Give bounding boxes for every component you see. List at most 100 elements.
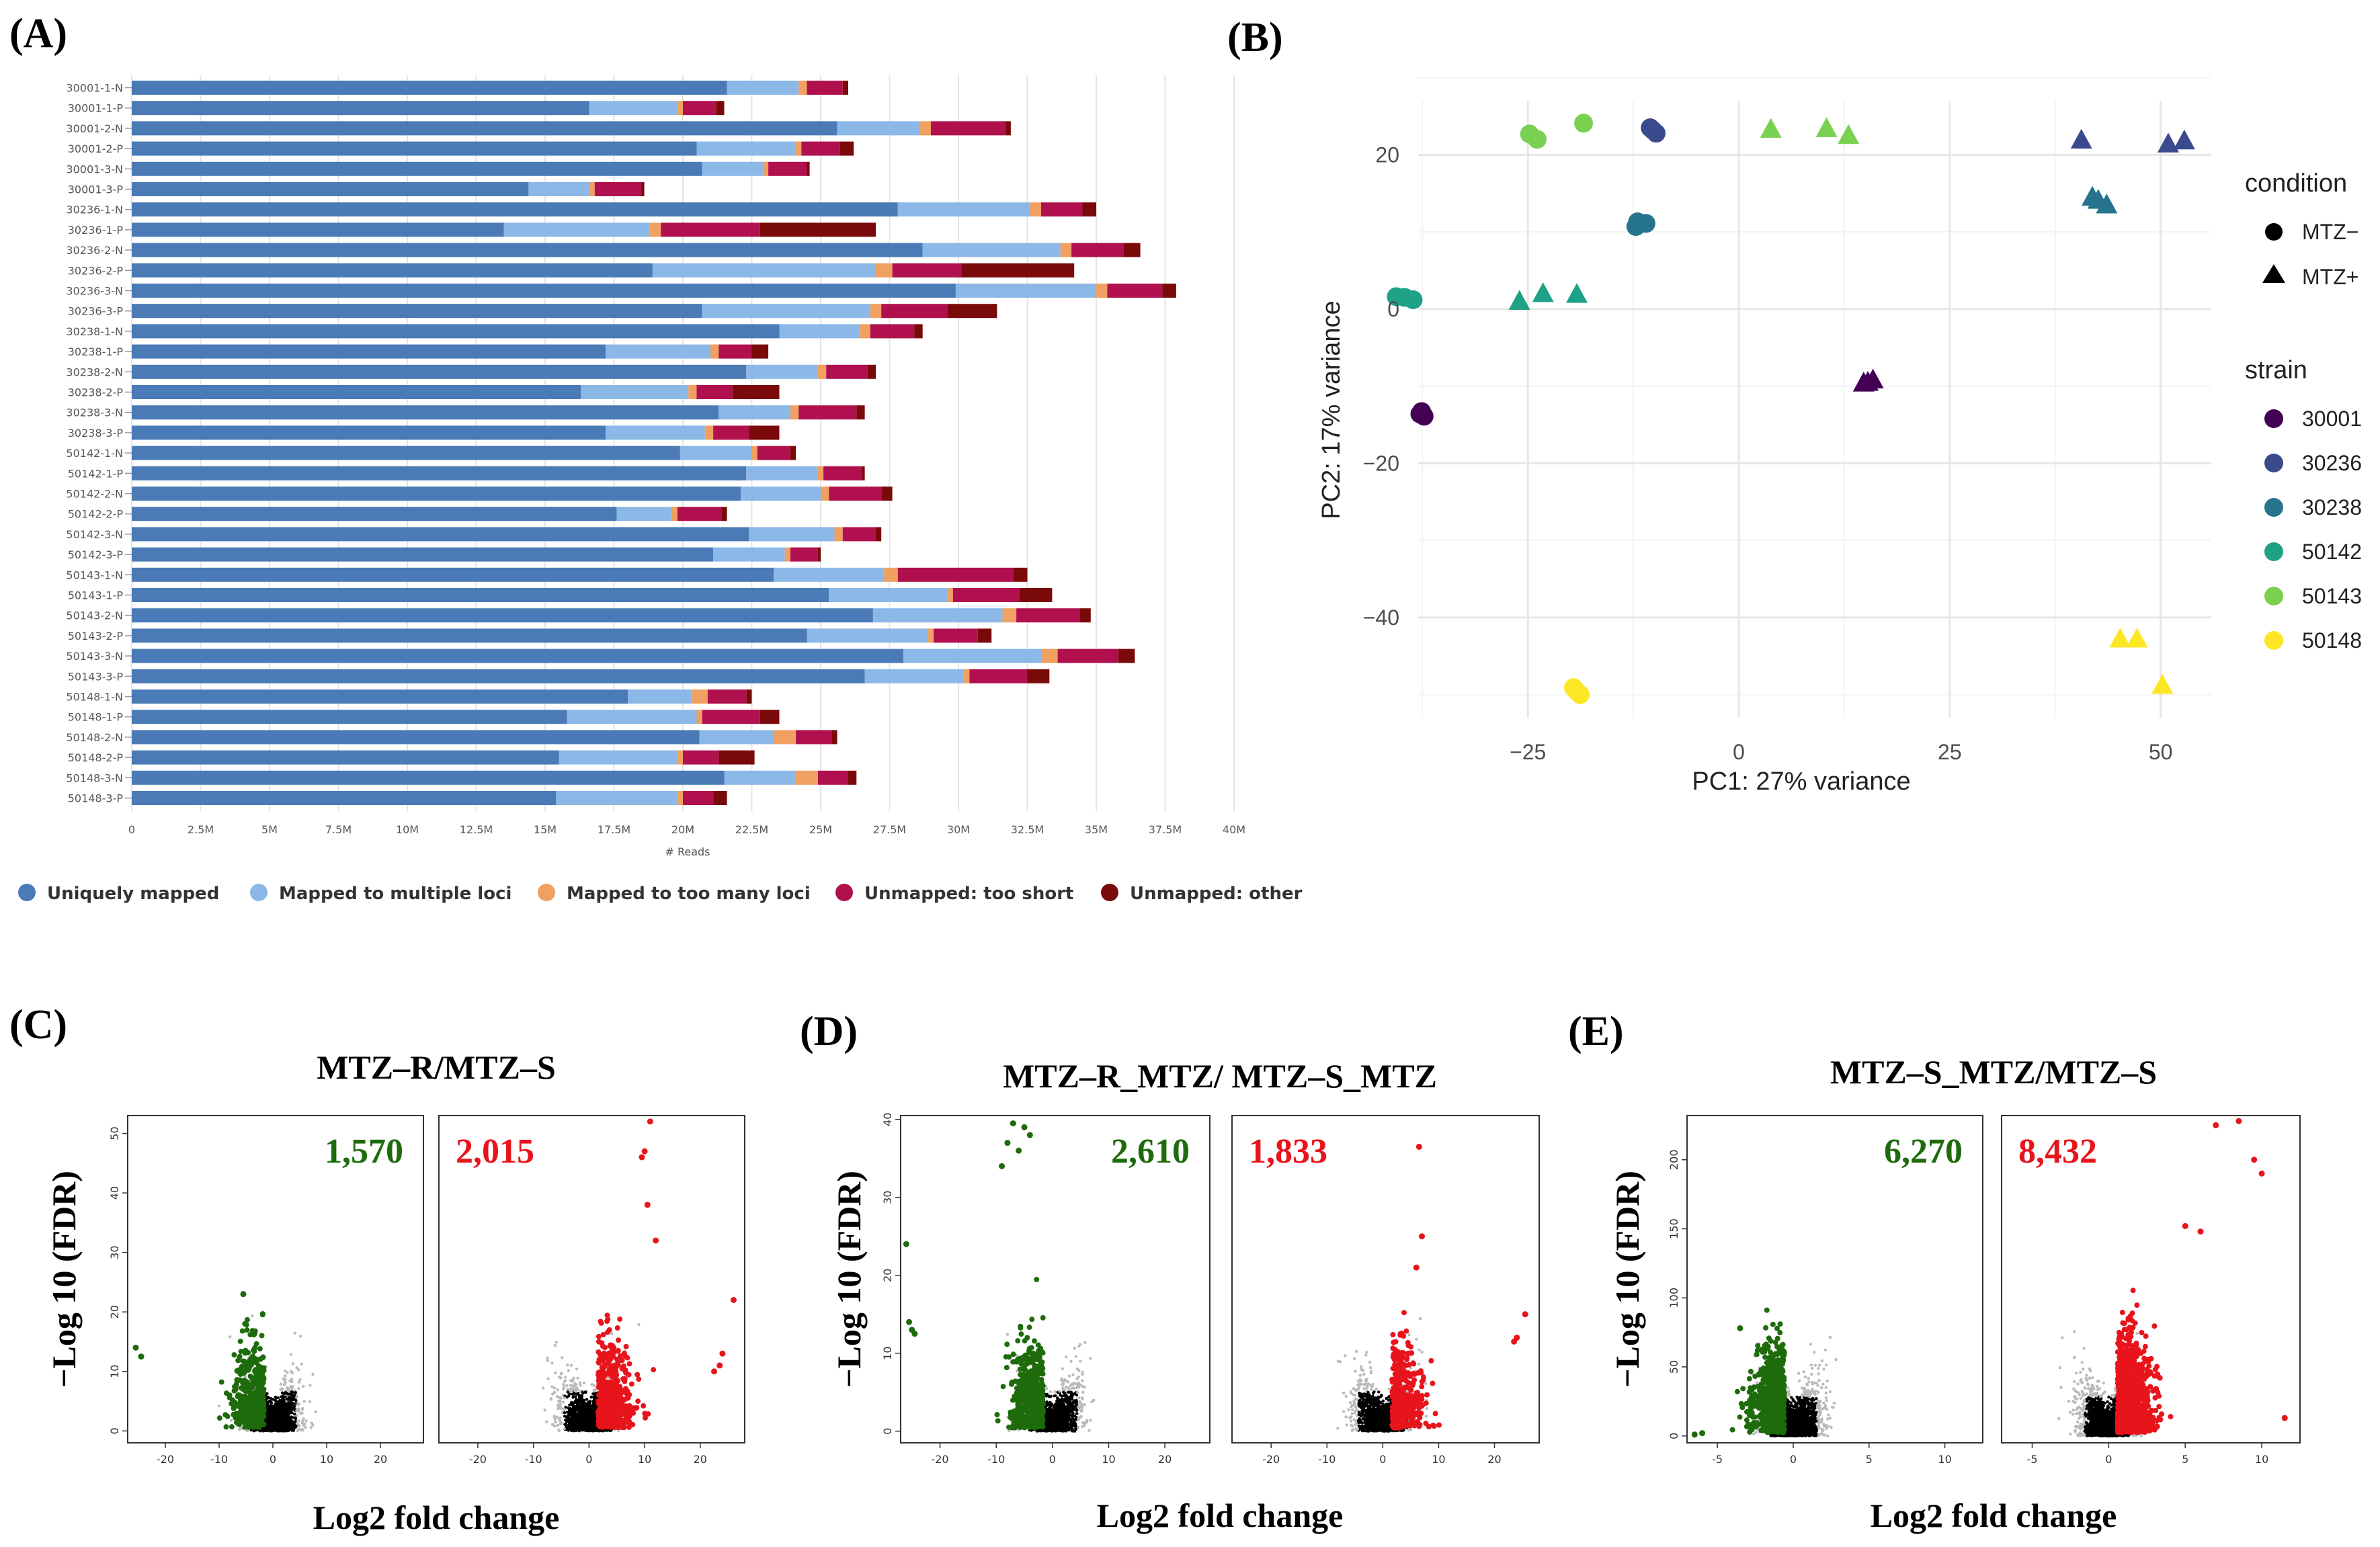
volcano-x-tick-label: 20 xyxy=(694,1453,707,1466)
volcano-point-ns xyxy=(570,1401,573,1405)
volcano-point-ns xyxy=(300,1362,303,1366)
pca-point-triangle xyxy=(1508,290,1530,310)
volcano-point-up xyxy=(612,1376,618,1382)
bar-segment-uniquely xyxy=(132,567,774,582)
volcano-point-ns xyxy=(274,1398,277,1403)
volcano-point-up xyxy=(598,1390,604,1396)
volcano-point-ns xyxy=(278,1415,281,1419)
volcano-point-down xyxy=(252,1345,258,1351)
volcano-point-ns xyxy=(559,1407,563,1411)
bar-segment-multiple xyxy=(719,405,790,420)
bar-segment-toomany xyxy=(834,527,843,542)
volcano-point-ns xyxy=(581,1401,585,1405)
category-label: 50142-2-N xyxy=(66,488,123,501)
bar-segment-multiple xyxy=(606,425,705,440)
volcano-point-ns xyxy=(282,1398,286,1401)
legend-item: MTZ+ xyxy=(2302,265,2358,289)
pca-x-tick-label: 50 xyxy=(2149,740,2173,764)
bar-segment-uniquely xyxy=(132,182,529,196)
volcano-point-up xyxy=(617,1316,623,1322)
category-label: 50143-2-N xyxy=(66,610,123,622)
volcano-point-ns xyxy=(251,1314,254,1318)
bar-segment-uniquely xyxy=(132,344,606,359)
volcano-point-ns xyxy=(310,1421,313,1425)
volcano-x-tick-label: 10 xyxy=(320,1453,333,1466)
bar-segment-uniquely xyxy=(132,243,923,257)
volcano-point-ns xyxy=(591,1392,595,1396)
bar-segment-tooshort xyxy=(897,567,1014,582)
volcano-point-up xyxy=(604,1423,610,1429)
volcano-point-ns xyxy=(577,1413,581,1416)
bar-segment-multiple xyxy=(727,81,799,95)
volcano-point-ns xyxy=(282,1417,286,1421)
volcano-point-up xyxy=(604,1411,610,1417)
bar-segment-tooshort xyxy=(798,405,857,420)
bar-segment-uniquely xyxy=(132,507,617,521)
bar-segment-tooshort xyxy=(683,750,719,765)
bar-segment-toomany xyxy=(696,710,702,724)
bar-segment-uniquely xyxy=(132,649,903,663)
volcano-point-up xyxy=(623,1343,629,1349)
volcano-point-up xyxy=(609,1347,615,1353)
x-tick-label: 27.5M xyxy=(873,823,906,836)
bar-segment-tooshort xyxy=(969,669,1028,683)
legend-label: Unmapped: too short xyxy=(864,884,1073,904)
volcano-point-up xyxy=(612,1370,618,1376)
bar-segment-other xyxy=(947,304,997,319)
pca-point-triangle xyxy=(2151,674,2174,694)
volcano-point-ns xyxy=(282,1411,286,1415)
volcano-point-ns xyxy=(581,1421,584,1425)
volcano-point-ns xyxy=(563,1411,567,1415)
volcano-y-tick-label: 30 xyxy=(881,1191,894,1204)
category-label: 30236-3-P xyxy=(68,305,124,318)
volcano-point-up xyxy=(614,1424,620,1430)
volcano-point-ns xyxy=(566,1390,570,1394)
volcano-point-down xyxy=(253,1360,259,1366)
volcano-point-up xyxy=(653,1237,659,1244)
volcano-point-ns xyxy=(297,1427,301,1431)
bar-segment-other xyxy=(746,689,752,704)
volcano-point-ns xyxy=(546,1359,550,1362)
bar-segment-uniquely xyxy=(132,770,725,785)
legend-item: 50148 xyxy=(2302,628,2362,653)
volcano-point-ns xyxy=(298,1424,301,1427)
bar-segment-tooshort xyxy=(1041,202,1083,217)
volcano-point-down xyxy=(231,1352,237,1358)
bar-segment-multiple xyxy=(503,222,650,237)
volcano-point-up xyxy=(622,1376,628,1382)
volcano-point-ns xyxy=(565,1395,569,1399)
volcano-point-ns xyxy=(560,1421,563,1425)
volcano-point-up xyxy=(606,1394,612,1400)
bar-segment-toomany xyxy=(677,791,683,805)
pca-y-tick-label: 0 xyxy=(1387,297,1399,321)
volcano-point-ns xyxy=(272,1406,276,1409)
volcano-point-ns xyxy=(557,1429,561,1433)
volcano-point-ns xyxy=(543,1408,546,1412)
volcano-point-ns xyxy=(559,1399,562,1403)
bar-segment-other xyxy=(719,750,755,765)
volcano-point-down xyxy=(247,1355,253,1362)
volcano-point-ns xyxy=(300,1407,304,1411)
bar-segment-multiple xyxy=(556,791,678,805)
legend-title-strain: strain xyxy=(2245,356,2307,384)
volcano-point-ns xyxy=(576,1409,579,1412)
pca-point-circle xyxy=(1643,120,1662,140)
volcano-point-ns xyxy=(298,1335,302,1338)
volcano-point-down xyxy=(223,1424,229,1430)
legend-swatch xyxy=(18,884,36,901)
volcano-point-down xyxy=(132,1344,139,1351)
volcano-y-tick-label: 40 xyxy=(881,1113,894,1126)
volcano-point-ns xyxy=(309,1425,313,1429)
volcano-points xyxy=(132,1291,317,1433)
volcano-point-down xyxy=(237,1404,243,1410)
bar-segment-multiple xyxy=(741,487,821,501)
bar-chart-category-labels: 30001-1-N30001-1-P30001-2-N30001-2-P3000… xyxy=(66,82,132,805)
volcano-frame xyxy=(127,1115,424,1444)
volcano-point-ns xyxy=(550,1392,555,1396)
volcano-point-up xyxy=(635,1398,641,1405)
volcano-point-down xyxy=(238,1349,244,1355)
volcano-point-ns xyxy=(546,1356,549,1360)
legend-item: 50142 xyxy=(2302,540,2362,564)
category-label: 30238-2-P xyxy=(68,386,124,399)
